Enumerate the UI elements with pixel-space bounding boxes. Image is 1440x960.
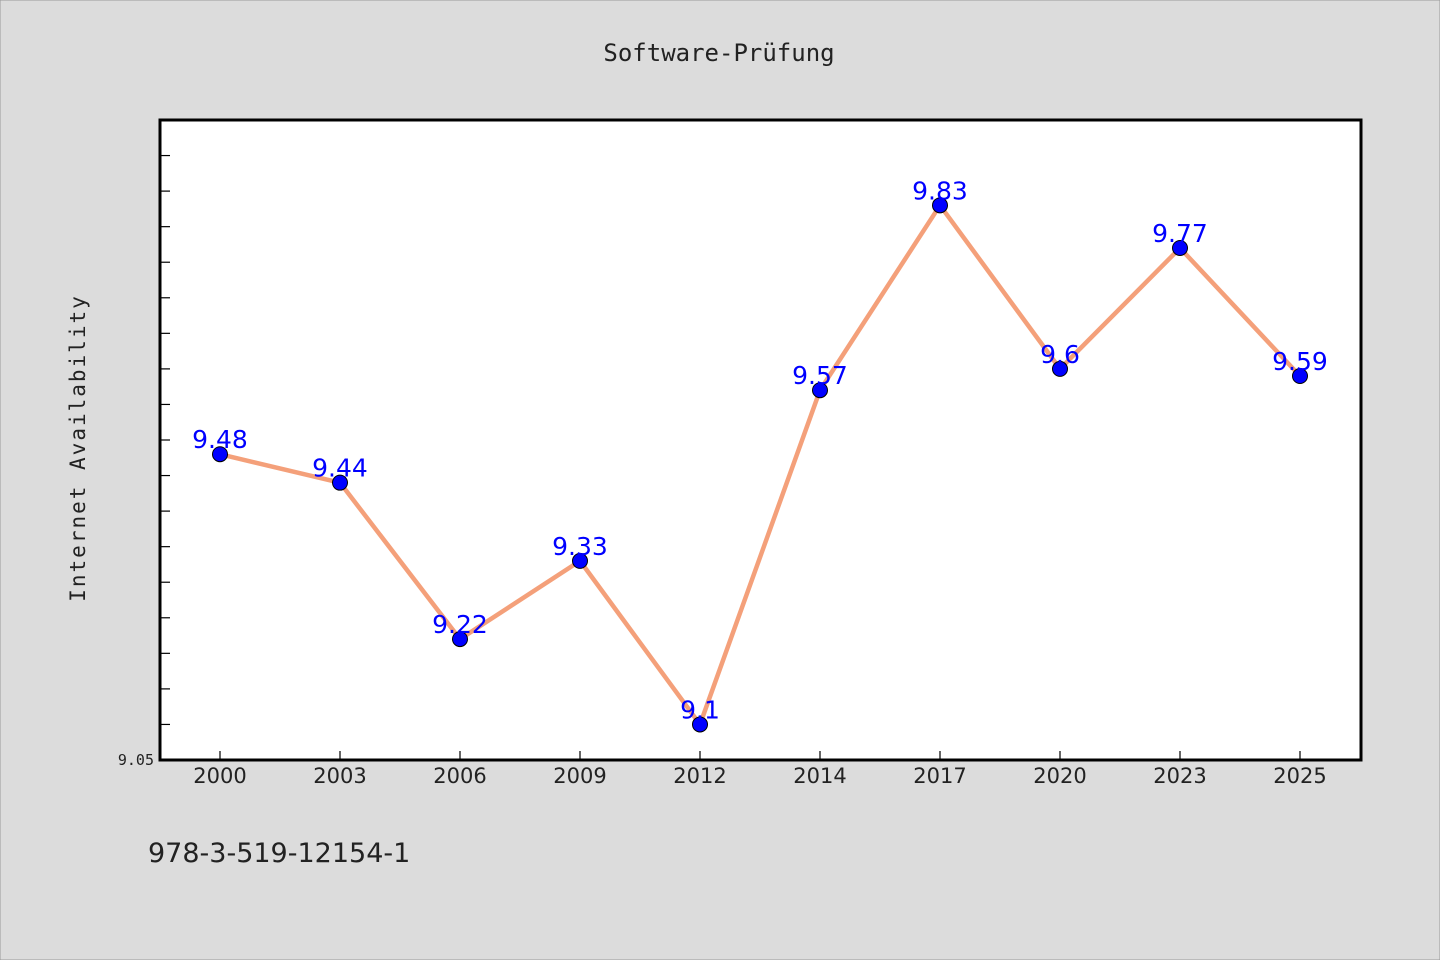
data-label: 9.57 bbox=[792, 361, 848, 390]
data-point bbox=[1172, 240, 1188, 256]
footer-isbn: 978-3-519-12154-1 bbox=[148, 838, 410, 869]
y-axis-label: Internet Availability bbox=[66, 294, 90, 602]
x-tick-label: 2020 bbox=[1033, 764, 1086, 788]
data-label: 9.83 bbox=[912, 176, 968, 205]
series-line bbox=[219, 203, 1302, 727]
chart-title: Software-Prüfung bbox=[603, 39, 834, 67]
data-point bbox=[1052, 360, 1068, 377]
data-point bbox=[1292, 368, 1308, 384]
x-tick-label: 2012 bbox=[673, 764, 726, 788]
x-tick-label: 2000 bbox=[193, 764, 246, 788]
data-point bbox=[212, 446, 228, 463]
data-label: 9.33 bbox=[552, 532, 608, 561]
data-point bbox=[452, 631, 468, 648]
x-tick-label: 2003 bbox=[313, 764, 366, 788]
data-label: 9.59 bbox=[1272, 347, 1328, 376]
data-point bbox=[932, 197, 948, 214]
x-tick-label: 2006 bbox=[433, 764, 486, 788]
data-point bbox=[692, 716, 708, 733]
x-tick-label: 2025 bbox=[1273, 764, 1326, 788]
data-point bbox=[332, 474, 348, 491]
x-tick-label: 2023 bbox=[1153, 764, 1206, 788]
data-point bbox=[572, 552, 588, 569]
series-layer: 9.48 9.44 9.22 9.33 9.1 9.57 9.83 9.6 9.77 9.59 bbox=[192, 176, 1328, 733]
plot-area bbox=[160, 120, 1361, 760]
y-tick-label: 9.05 bbox=[118, 751, 154, 769]
data-label: 9.44 bbox=[312, 454, 368, 483]
x-tick-label: 2009 bbox=[553, 764, 606, 788]
x-tick-label: 2017 bbox=[913, 764, 966, 788]
data-point bbox=[812, 382, 828, 399]
data-label: 9.1 bbox=[680, 695, 720, 724]
data-label: 9.77 bbox=[1152, 219, 1208, 248]
x-tick-label: 2014 bbox=[793, 764, 846, 788]
y-axis-ticks: 9.05 bbox=[118, 119, 170, 769]
x-axis-ticks: 2000 2003 2006 2009 2012 2014 2017 2020 2023 2025 bbox=[193, 751, 1327, 788]
data-label: 9.6 bbox=[1040, 340, 1080, 369]
plot-frame bbox=[158, 118, 1363, 762]
data-label: 9.48 bbox=[192, 425, 248, 454]
data-label: 9.22 bbox=[432, 610, 488, 639]
